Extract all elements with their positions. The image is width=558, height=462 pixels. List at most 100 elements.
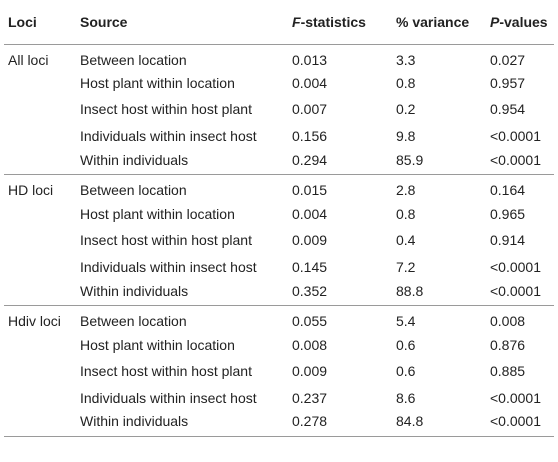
f-statistic-cell: 0.294 — [290, 148, 394, 176]
table-row: Host plant within location 0.004 0.8 0.9… — [4, 70, 554, 96]
header-loci: Loci — [4, 0, 78, 45]
source-cell: Host plant within location — [80, 337, 235, 354]
source-cell: Host plant within location — [80, 206, 235, 223]
table-row: Individuals within insect host 0.156 9.8… — [4, 123, 554, 149]
table-row: Host plant within location 0.008 0.6 0.8… — [4, 332, 554, 358]
source-cell: Between location — [80, 313, 187, 330]
source-cell: Within individuals — [78, 279, 290, 307]
f-statistic-cell: 0.013 — [292, 52, 328, 69]
loci-empty — [4, 332, 78, 358]
table-row: Host plant within location 0.004 0.8 0.9… — [4, 201, 554, 227]
source-cell: Insect host within host plant — [80, 363, 252, 380]
p-value-cell: 0.965 — [490, 206, 526, 223]
p-value-cell: 0.027 — [490, 52, 526, 69]
header-source: Source — [78, 0, 290, 45]
p-value-cell: <0.0001 — [488, 410, 554, 438]
f-statistic-cell: 0.015 — [292, 182, 328, 199]
p-value-cell: 0.885 — [490, 363, 526, 380]
loci-label: HD loci — [8, 182, 54, 199]
loci-empty — [4, 70, 78, 96]
loci-empty — [4, 227, 78, 253]
p-value-cell: 0.876 — [490, 337, 526, 354]
source-cell: Individuals within insect host — [80, 127, 257, 144]
table-row: Insect host within host plant 0.009 0.4 … — [4, 227, 554, 253]
variance-cell: 88.8 — [394, 279, 488, 307]
source-cell: Individuals within insect host — [80, 389, 257, 406]
table-body: All loci Between location 0.013 3.3 0.02… — [4, 44, 554, 438]
table-row: All loci Between location 0.013 3.3 0.02… — [4, 44, 554, 70]
p-value-cell: <0.0001 — [488, 279, 554, 307]
variance-cell: 3.3 — [396, 52, 416, 69]
source-cell: Between location — [80, 52, 187, 69]
p-value-cell: <0.0001 — [490, 389, 541, 406]
source-cell: Insect host within host plant — [80, 101, 252, 118]
p-value-cell: 0.008 — [490, 313, 526, 330]
f-statistic-cell: 0.156 — [292, 127, 328, 144]
header-variance: % variance — [394, 0, 488, 45]
loci-empty — [4, 410, 78, 438]
table-row: Within individuals 0.294 85.9 <0.0001 — [4, 148, 554, 176]
variance-cell: 0.6 — [396, 337, 416, 354]
f-statistic-cell: 0.278 — [290, 410, 394, 438]
variance-cell: 0.2 — [396, 101, 416, 118]
variance-cell: 84.8 — [394, 410, 488, 438]
source-cell: Individuals within insect host — [80, 258, 257, 275]
loci-empty — [4, 148, 78, 176]
variance-cell: 8.6 — [396, 389, 416, 406]
loci-empty — [4, 201, 78, 227]
header-p-values: P-values — [488, 0, 554, 45]
loci-empty — [4, 96, 78, 122]
variance-cell: 9.8 — [396, 127, 416, 144]
p-value-cell: 0.954 — [490, 101, 526, 118]
f-statistic-cell: 0.004 — [292, 206, 328, 223]
variance-cell: 85.9 — [394, 148, 488, 176]
variance-cell: 0.6 — [396, 363, 416, 380]
f-statistic-cell: 0.007 — [292, 101, 328, 118]
header-f-letter: F — [292, 13, 301, 30]
f-statistic-cell: 0.055 — [292, 313, 328, 330]
header-f-rest: -statistics — [300, 13, 366, 30]
table-row: Insect host within host plant 0.009 0.6 … — [4, 358, 554, 384]
table-row: Individuals within insect host 0.237 8.6… — [4, 384, 554, 410]
p-value-cell: <0.0001 — [490, 258, 541, 275]
variance-cell: 2.8 — [396, 182, 416, 199]
variance-cell: 0.4 — [396, 232, 416, 249]
p-value-cell: 0.957 — [490, 75, 526, 92]
header-f-statistics: F-statistics — [290, 0, 394, 45]
source-cell: Within individuals — [78, 148, 290, 176]
source-cell: Within individuals — [78, 410, 290, 438]
loci-empty — [4, 254, 78, 280]
variance-cell: 0.8 — [396, 75, 416, 92]
table-row: Within individuals 0.352 88.8 <0.0001 — [4, 279, 554, 307]
source-cell: Insect host within host plant — [80, 232, 252, 249]
p-value-cell: 0.914 — [490, 232, 526, 249]
header-p-letter: P — [490, 13, 500, 30]
loci-empty — [4, 384, 78, 410]
table-row: Insect host within host plant 0.007 0.2 … — [4, 96, 554, 122]
loci-empty — [4, 358, 78, 384]
f-statistic-cell: 0.009 — [292, 363, 328, 380]
p-value-cell: <0.0001 — [488, 148, 554, 176]
loci-label: Hdiv loci — [8, 313, 61, 330]
header-row: Loci Source F-statistics % variance P-va… — [4, 0, 554, 45]
amova-table: Loci Source F-statistics % variance P-va… — [4, 0, 554, 438]
source-cell: Between location — [80, 182, 187, 199]
variance-cell: 5.4 — [396, 313, 416, 330]
table-row: HD loci Between location 0.015 2.8 0.164 — [4, 175, 554, 201]
table-row: Individuals within insect host 0.145 7.2… — [4, 254, 554, 280]
f-statistic-cell: 0.237 — [292, 389, 328, 406]
loci-empty — [4, 123, 78, 149]
variance-cell: 0.8 — [396, 206, 416, 223]
header-p-rest: -values — [499, 13, 548, 30]
table-row: Within individuals 0.278 84.8 <0.0001 — [4, 410, 554, 438]
f-statistic-cell: 0.004 — [292, 75, 328, 92]
table-row: Hdiv loci Between location 0.055 5.4 0.0… — [4, 306, 554, 332]
f-statistic-cell: 0.145 — [292, 258, 328, 275]
f-statistic-cell: 0.009 — [292, 232, 328, 249]
f-statistic-cell: 0.352 — [290, 279, 394, 307]
variance-cell: 7.2 — [396, 258, 416, 275]
p-value-cell: <0.0001 — [490, 127, 541, 144]
source-cell: Host plant within location — [80, 75, 235, 92]
loci-label: All loci — [8, 52, 49, 69]
